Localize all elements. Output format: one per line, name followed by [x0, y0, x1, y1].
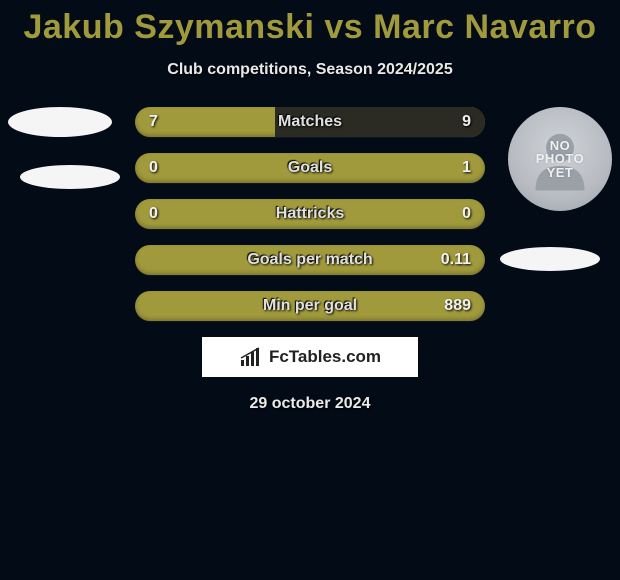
stat-label: Min per goal	[263, 297, 357, 315]
stat-left-value: 0	[149, 205, 158, 223]
stat-left-value: 0	[149, 159, 158, 177]
player-right-avatar: NOPHOTOYET	[508, 107, 612, 211]
stat-label: Matches	[278, 113, 342, 131]
bar-chart-icon	[239, 346, 263, 368]
snapshot-date: 29 october 2024	[0, 395, 620, 413]
player-left-ellipse-1	[8, 107, 112, 137]
stat-right-value: 889	[444, 297, 471, 315]
stat-right-value: 9	[462, 113, 471, 131]
comparison-subtitle: Club competitions, Season 2024/2025	[0, 61, 620, 79]
comparison-area: NOPHOTOYET 7 Matches 9 0 Goals 1 0 Hattr…	[0, 107, 620, 413]
stat-right-value: 0	[462, 205, 471, 223]
stat-right-value: 0.11	[441, 251, 471, 269]
stat-row-matches: 7 Matches 9	[135, 107, 485, 137]
stat-row-hattricks: 0 Hattricks 0	[135, 199, 485, 229]
player-left-ellipse-2	[20, 165, 120, 189]
brand-text: FcTables.com	[269, 347, 381, 367]
stat-row-goals-per-match: Goals per match 0.11	[135, 245, 485, 275]
player-right-ellipse-1	[500, 247, 600, 271]
stat-label: Goals	[288, 159, 332, 177]
stat-row-min-per-goal: Min per goal 889	[135, 291, 485, 321]
stat-bars: 7 Matches 9 0 Goals 1 0 Hattricks 0 Goal…	[135, 107, 485, 321]
stat-right-value: 1	[462, 159, 471, 177]
no-photo-label: NOPHOTOYET	[536, 139, 585, 180]
avatar-placeholder-icon: NOPHOTOYET	[508, 107, 612, 211]
stat-row-goals: 0 Goals 1	[135, 153, 485, 183]
comparison-title: Jakub Szymanski vs Marc Navarro	[0, 0, 620, 47]
brand-badge: FcTables.com	[202, 337, 418, 377]
stat-label: Goals per match	[247, 251, 372, 269]
stat-label: Hattricks	[276, 205, 344, 223]
stat-left-value: 7	[149, 113, 158, 131]
